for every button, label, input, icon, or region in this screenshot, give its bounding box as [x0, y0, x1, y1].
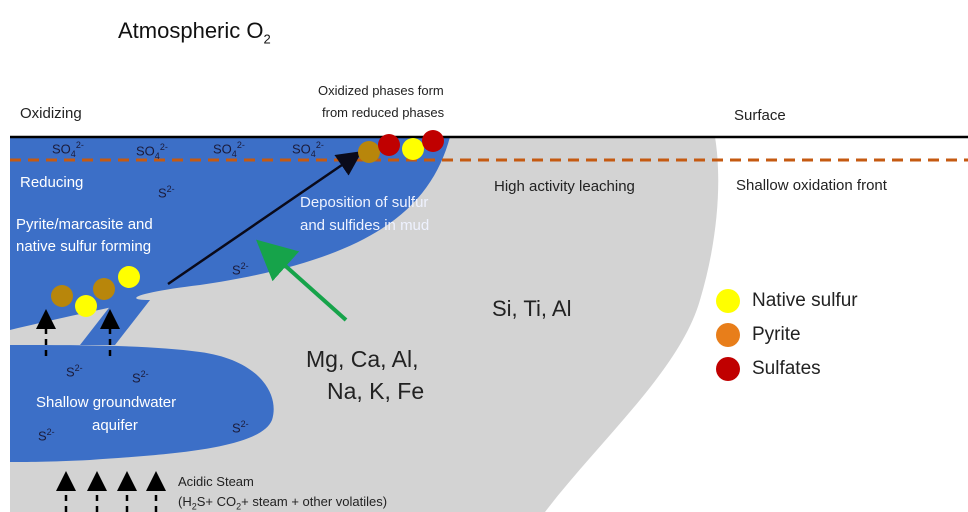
high-activity-label: High activity leaching	[494, 178, 635, 195]
diagram-title: Atmospheric O2	[118, 18, 271, 47]
pyrite-forming-label-line2: native sulfur forming	[16, 238, 152, 255]
sulfide-ion-label: S2-	[38, 427, 55, 444]
deposition-label-line1: Deposition of sulfur	[300, 194, 429, 211]
pyrite-dot	[93, 278, 115, 300]
steam-label-line1: Acidic Steam	[178, 474, 254, 489]
steam-label-line2: (H2S+ CO2+ steam + other volatiles)	[178, 494, 388, 512]
deposition-label-line2: and sulfides in mud	[300, 217, 430, 234]
sulfate-dot	[422, 130, 444, 152]
oxidized-phases-label-line1: Oxidized phases form	[318, 83, 444, 98]
surface-label: Surface	[734, 107, 786, 124]
shallow-front-label: Shallow oxidation front	[736, 177, 887, 194]
sulfates-swatch	[716, 357, 740, 381]
aquifer-label-line2: aquifer	[92, 417, 138, 434]
green-leach-arrow	[256, 239, 348, 322]
legend-label: Native sulfur	[752, 290, 858, 311]
native-sulfur-swatch	[716, 289, 740, 313]
mg-ca-label-line2: Na, K, Fe	[327, 378, 425, 404]
pyrite-forming-label-line1: Pyrite/marcasite and	[16, 216, 153, 233]
legend-label: Pyrite	[752, 324, 801, 345]
legend-label: Sulfates	[752, 358, 821, 379]
sulfide-ion-label: S2-	[66, 363, 83, 380]
native-sulfur-dot	[118, 266, 140, 288]
mg-ca-label-line1: Mg, Ca, Al,	[306, 346, 419, 372]
aquifer-label-line1: Shallow groundwater	[36, 394, 177, 411]
sulfide-ion-label: S2-	[232, 261, 249, 278]
sulfate-ion-label: SO42-	[52, 140, 84, 159]
pyrite-dot	[51, 285, 73, 307]
sulfate-ion-label: SO42-	[292, 140, 324, 159]
pyrite-swatch	[716, 323, 740, 347]
native-sulfur-dot	[402, 138, 424, 160]
si-ti-al-label: Si, Ti, Al	[492, 296, 572, 321]
oxidizing-label: Oxidizing	[20, 105, 82, 122]
legend-pyrite: Pyrite	[716, 323, 801, 347]
oxidized-phases-label-line2: from reduced phases	[322, 105, 445, 120]
sulfate-ion-label: SO42-	[213, 140, 245, 159]
reducing-label: Reducing	[20, 174, 84, 191]
pyrite-dot	[358, 141, 380, 163]
sulfate-dot	[378, 134, 400, 156]
sulfide-ion-label: S2-	[158, 184, 175, 201]
native-sulfur-dot	[75, 295, 97, 317]
sulfide-ion-label: S2-	[132, 369, 149, 386]
legend-sulfates: Sulfates	[716, 357, 821, 381]
sulfate-ion-label: SO42-	[136, 142, 168, 161]
sulfide-ion-label: S2-	[232, 419, 249, 436]
aquifer-zone	[10, 345, 274, 462]
legend-native-sulfur: Native sulfur	[716, 289, 858, 313]
upward-black-arrow	[167, 151, 363, 286]
